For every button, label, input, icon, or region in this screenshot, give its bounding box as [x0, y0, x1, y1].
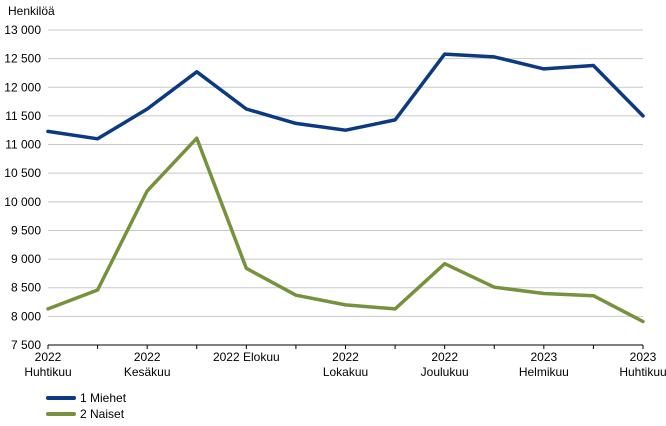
x-tick-label: 2022 Elokuu — [213, 350, 280, 364]
x-tick-label: Kesäkuu — [124, 365, 171, 379]
legend-label: 2 Naiset — [80, 407, 125, 421]
y-tick-label: 8 000 — [11, 309, 41, 323]
y-tick-label: 9 000 — [11, 252, 41, 266]
x-tick-label: Huhtikuu — [619, 365, 666, 379]
y-tick-label: 11 000 — [5, 138, 41, 152]
x-tick-label: Lokakuu — [323, 365, 368, 379]
y-tick-labels: 7 500 8 000 8 500 9 000 9 500 10 000 10 500 11 … — [4, 23, 41, 352]
x-tick-label: 2022 — [332, 350, 359, 364]
x-tick-label: 2022 — [35, 350, 62, 364]
x-tick-label: 2022 — [431, 350, 458, 364]
series-line-1 — [46, 52, 645, 141]
x-tick-label: Helmikuu — [519, 365, 569, 379]
x-tick-label: 2023 — [630, 350, 657, 364]
y-tick-label: 10 500 — [4, 166, 41, 180]
y-tick-label: 12 500 — [4, 52, 41, 66]
y-tick-label: 8 500 — [11, 281, 41, 295]
y-tick-label: 7 500 — [11, 338, 41, 352]
series-line-2 — [46, 136, 645, 324]
x-tick-label: 2022 — [134, 350, 161, 364]
x-tick-label: 2023 — [530, 350, 557, 364]
y-tick-label: 13 000 — [4, 23, 41, 37]
y-tick-label: 9 500 — [11, 223, 41, 237]
y-axis-label: Henkilöä — [8, 4, 55, 18]
legend-label: 1 Miehet — [80, 391, 127, 405]
y-tick-label: 12 000 — [4, 80, 41, 94]
gridlines — [48, 29, 643, 346]
y-tick-label: 11 500 — [5, 109, 41, 123]
y-tick-label: 10 000 — [4, 195, 41, 209]
legend: 1 Miehet 2 Naiset — [46, 391, 127, 421]
x-tick-label: Joulukuu — [421, 365, 469, 379]
series-lines — [46, 52, 645, 324]
x-tick-label: Huhtikuu — [24, 365, 71, 379]
